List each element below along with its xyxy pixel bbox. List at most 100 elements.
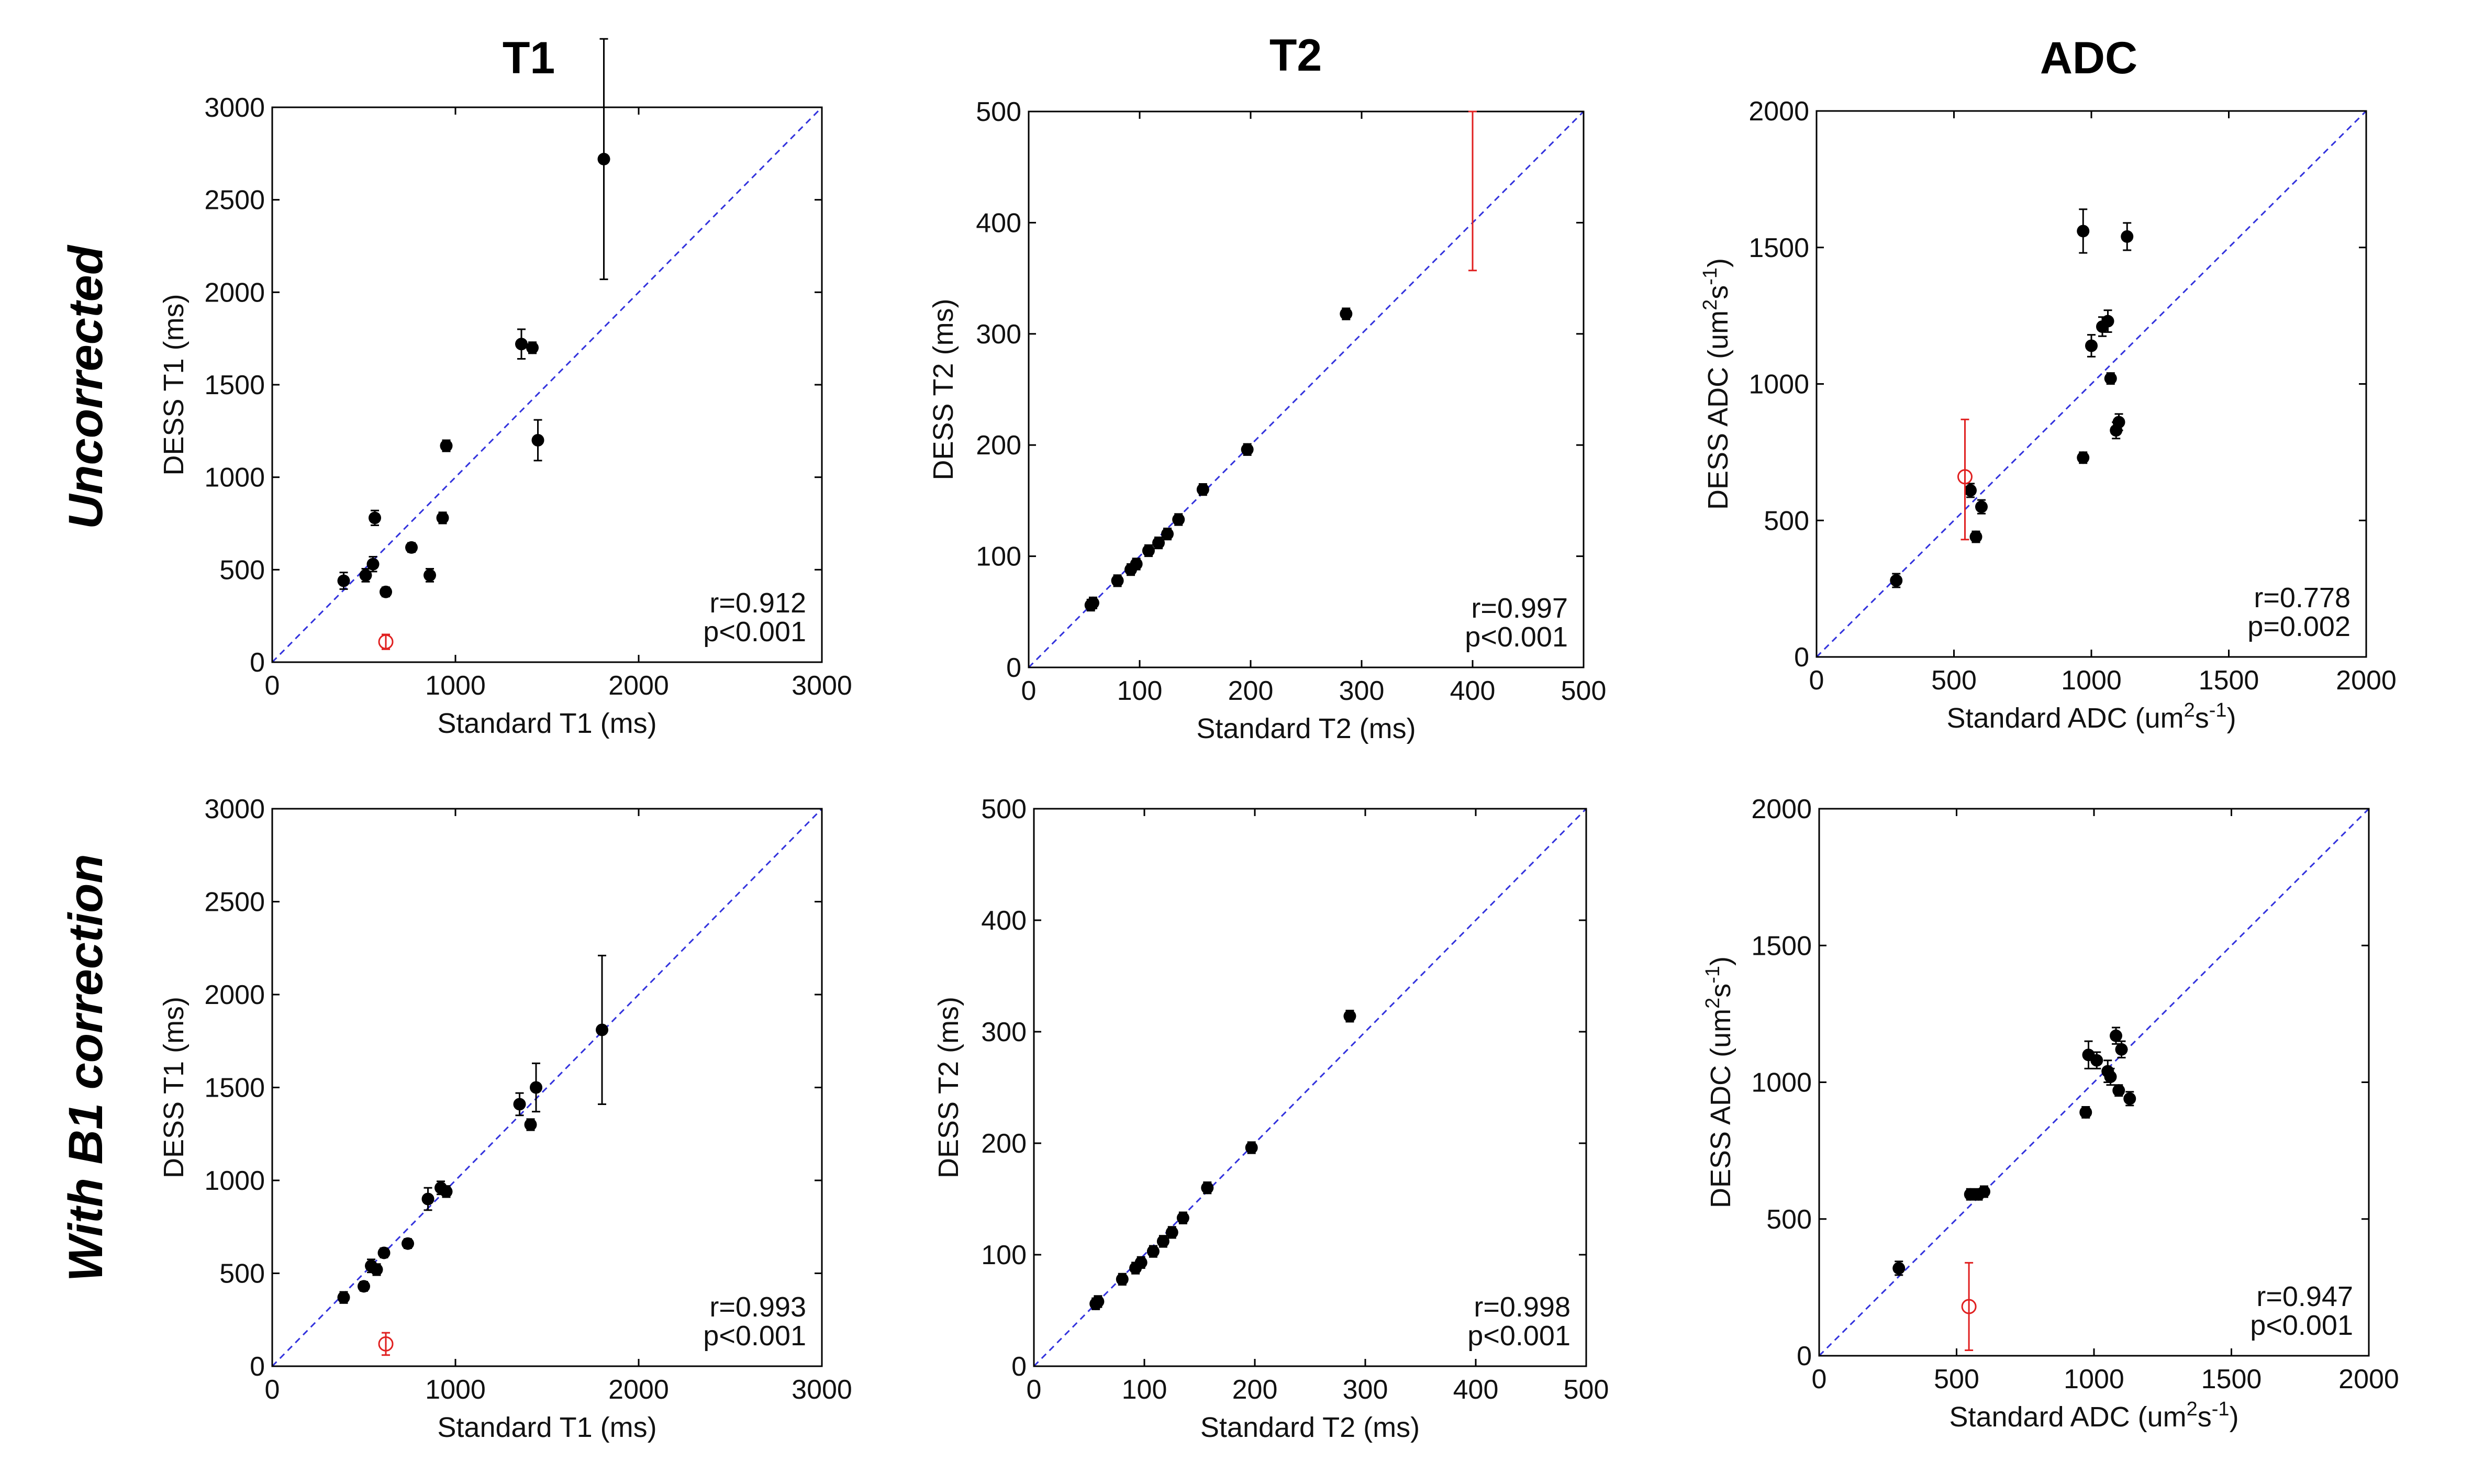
data-point xyxy=(1975,500,1988,514)
x-axis-label: Standard T1 (ms) xyxy=(437,1412,656,1443)
data-point xyxy=(1343,1010,1356,1023)
data-point xyxy=(1142,544,1155,557)
x-tick-label: 200 xyxy=(1228,676,1274,706)
data-point xyxy=(2110,1029,2122,1042)
y-axis-label-part: s xyxy=(1702,285,1734,299)
row-title-b1-correction: With B1 correction xyxy=(59,854,113,1281)
x-tick-label: 500 xyxy=(1934,1364,1979,1394)
stat-p-value: p<0.001 xyxy=(1467,1320,1570,1352)
data-point xyxy=(1116,1273,1129,1286)
data-point xyxy=(1196,483,1209,496)
column-title-t2: T2 xyxy=(1269,30,1322,81)
stat-p-value: p<0.001 xyxy=(2250,1310,2353,1341)
x-tick-label: 0 xyxy=(1021,676,1037,706)
y-axis-label: DESS T1 (ms) xyxy=(158,997,190,1178)
data-point xyxy=(1201,1181,1214,1195)
data-point xyxy=(370,1263,383,1276)
data-point xyxy=(1156,1235,1169,1248)
x-axis-label-part: Standard ADC (um xyxy=(1949,1401,2186,1433)
scatter-panel-1: 0 100 200 300 400 500 0 100 200 300 400 500 Standard… xyxy=(928,97,1606,744)
data-point xyxy=(1245,1141,1258,1154)
y-tick-label: 3000 xyxy=(204,794,265,824)
y-tick-label: 500 xyxy=(1766,1204,1812,1235)
data-point xyxy=(1165,1226,1178,1239)
stat-p-value: p<0.001 xyxy=(1465,621,1568,653)
x-tick-label: 0 xyxy=(265,1375,280,1405)
x-tick-label: 1500 xyxy=(2199,665,2259,696)
y-axis-label: DESS T2 (ms) xyxy=(933,997,964,1178)
data-point xyxy=(531,434,544,447)
y-tick-label: 0 xyxy=(1011,1352,1027,1382)
data-point xyxy=(436,511,449,525)
data-point xyxy=(377,1246,391,1259)
stat-r-value: r=0.997 xyxy=(1471,593,1568,624)
data-point xyxy=(2121,230,2134,243)
outlier-point xyxy=(378,634,394,650)
data-point xyxy=(2077,451,2090,464)
data-point xyxy=(402,1237,414,1250)
data-point xyxy=(1130,557,1143,571)
y-axis-label: DESS T2 (ms) xyxy=(928,298,959,480)
x-tick-label: 300 xyxy=(1339,676,1385,706)
x-axis-label: Standard ADC (um2s-1) xyxy=(1949,1398,2238,1433)
x-axis-label-part: s xyxy=(2195,702,2209,734)
y-tick-label: 1500 xyxy=(1748,233,1809,263)
x-tick-label: 400 xyxy=(1453,1375,1499,1405)
y-tick-label: 200 xyxy=(976,430,1021,461)
data-point xyxy=(380,585,392,598)
data-point xyxy=(1172,513,1185,526)
data-point xyxy=(2123,1092,2136,1105)
y-tick-label: 500 xyxy=(219,1259,265,1289)
stat-r-value: r=0.998 xyxy=(1474,1291,1570,1323)
outlier-point xyxy=(378,1336,394,1352)
x-tick-label: 1000 xyxy=(2064,1364,2124,1394)
x-tick-label: 2000 xyxy=(2336,665,2397,696)
data-point xyxy=(424,568,436,582)
stat-p-value: p=0.002 xyxy=(2247,611,2351,642)
x-axis-label-part: 2 xyxy=(2187,1398,2198,1420)
data-point xyxy=(1340,307,1353,320)
data-point xyxy=(1892,1262,1906,1275)
x-tick-label: 500 xyxy=(1564,1375,1609,1405)
scatter-panel-2: 0 500 1000 1500 2000 0 500 1000 1500 2000 Standard… xyxy=(1699,96,2397,734)
y-axis-label-part: 2 xyxy=(1699,299,1721,310)
y-axis-label: DESS T1 (ms) xyxy=(158,294,190,475)
data-point xyxy=(337,1291,350,1304)
y-tick-label: 3000 xyxy=(204,93,265,123)
identity-line xyxy=(271,106,823,663)
x-tick-label: 2000 xyxy=(608,671,669,701)
y-axis-label-part: DESS ADC (um xyxy=(1705,1009,1736,1208)
data-point xyxy=(2104,1070,2117,1084)
y-tick-label: 2000 xyxy=(1748,96,1809,127)
y-tick-label: 500 xyxy=(976,97,1021,127)
y-axis-label-part: s xyxy=(1705,984,1736,998)
y-axis-label: DESS ADC (um2s-1) xyxy=(1702,956,1736,1208)
data-point xyxy=(1241,443,1254,456)
data-point xyxy=(1964,484,1977,497)
y-tick-label: 1500 xyxy=(204,1073,265,1103)
y-axis-label-part: ) xyxy=(1705,956,1736,966)
x-tick-label: 1500 xyxy=(2201,1364,2262,1394)
data-point xyxy=(1091,1295,1105,1308)
stat-r-value: r=0.993 xyxy=(709,1291,806,1323)
column-title-adc: ADC xyxy=(2040,33,2137,83)
y-tick-label: 1000 xyxy=(204,463,265,493)
data-point xyxy=(597,152,610,165)
column-title-t1: T1 xyxy=(503,33,555,83)
data-point xyxy=(1111,574,1124,587)
y-axis-label: DESS ADC (um2s-1) xyxy=(1699,258,1734,510)
y-tick-label: 0 xyxy=(1794,642,1809,673)
data-point xyxy=(515,338,528,351)
data-point xyxy=(2077,225,2090,238)
identity-line xyxy=(1033,808,1587,1367)
x-axis-label-part: ) xyxy=(2227,702,2236,734)
y-tick-label: 1000 xyxy=(1751,1068,1812,1098)
y-tick-label: 0 xyxy=(1797,1341,1812,1371)
x-tick-label: 1000 xyxy=(425,1375,486,1405)
y-tick-label: 2000 xyxy=(204,980,265,1010)
x-tick-label: 1000 xyxy=(425,671,486,701)
data-point xyxy=(440,1185,453,1198)
x-tick-label: 0 xyxy=(265,671,280,701)
data-point xyxy=(337,574,350,587)
